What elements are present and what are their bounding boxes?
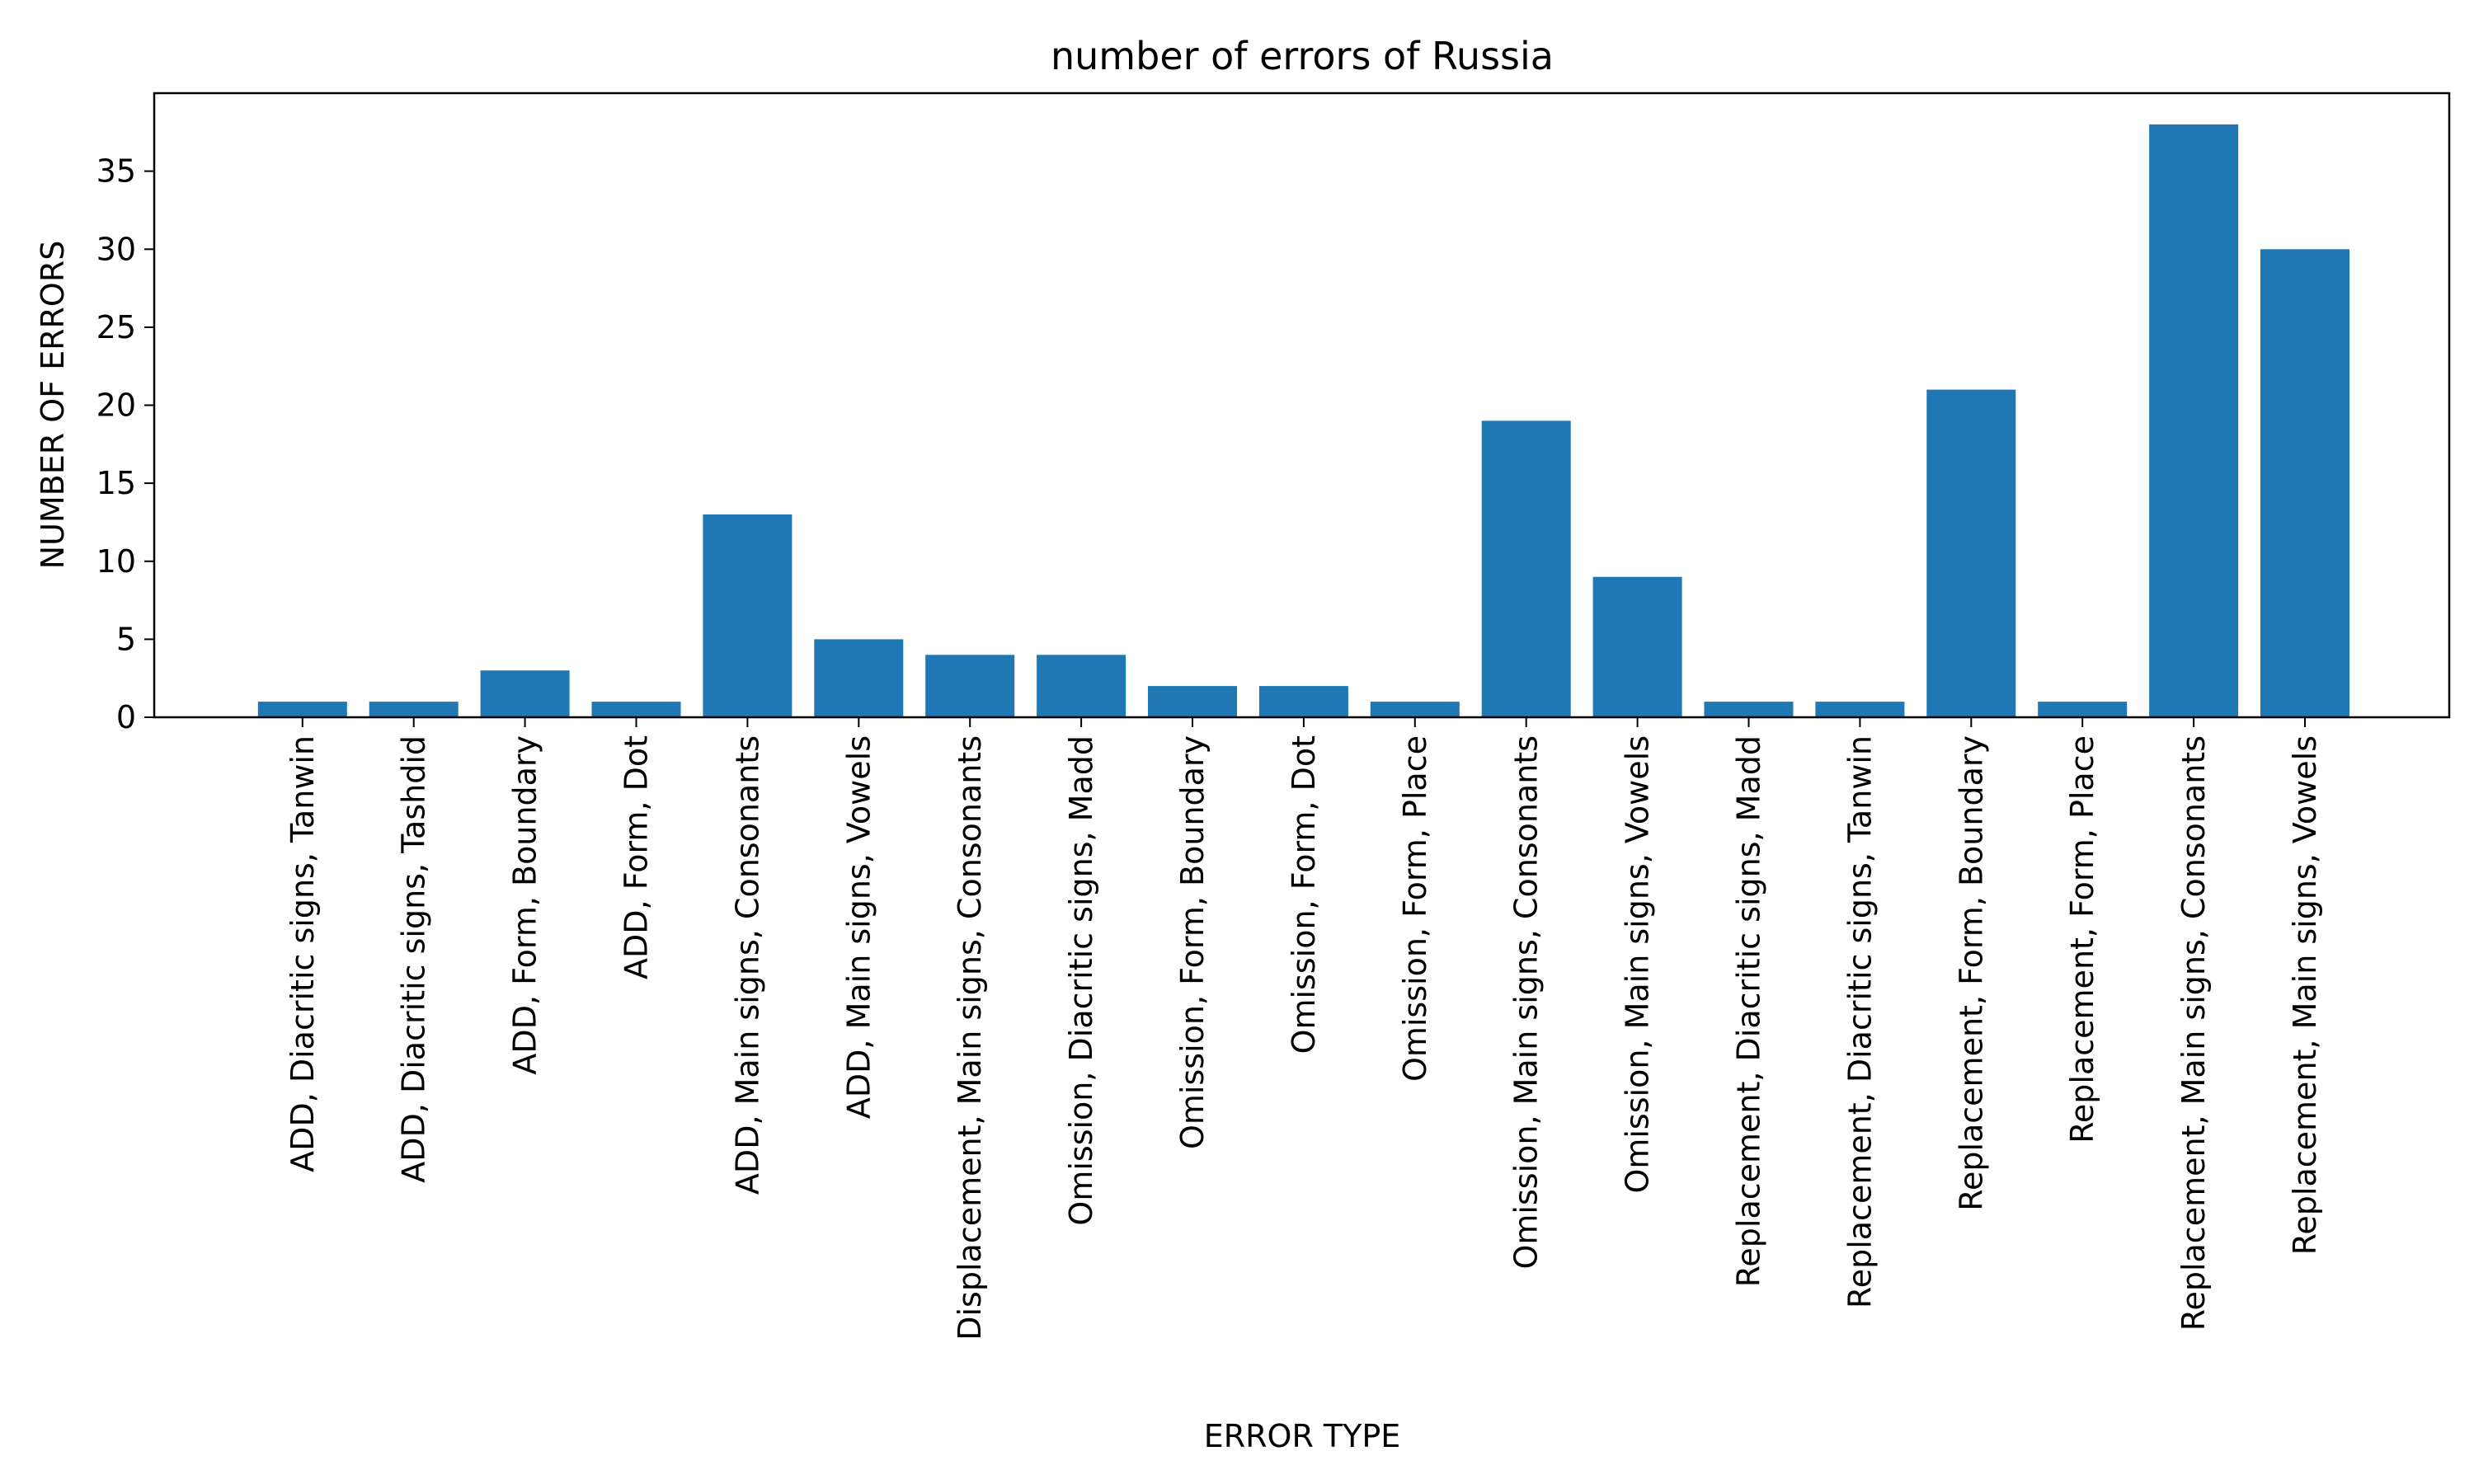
x-axis-ticks: ADD, Diacritic signs, Tanwin ADD, Diacrit… [285, 717, 2323, 1341]
x-tick-label: ADD, Diacritic signs, Tashdid [396, 735, 432, 1183]
y-tick-label: 20 [96, 387, 136, 424]
x-tick-label: ADD, Diacritic signs, Tanwin [285, 735, 321, 1172]
y-tick-label: 25 [96, 309, 136, 345]
x-tick-label: Displacement, Main signs, Consonants [952, 735, 988, 1341]
bar-7 [925, 655, 1015, 717]
x-tick-label: Replacement, Diacritic signs, Tanwin [1841, 735, 1878, 1308]
x-tick-label: Omission, Form, Place [1397, 735, 1433, 1082]
x-tick-label: Replacement, Main signs, Vowels [2287, 735, 2323, 1255]
x-tick-label: Omission, Form, Dot [1286, 735, 1322, 1054]
bar-2 [369, 702, 459, 717]
y-tick-label: 5 [116, 621, 136, 657]
bar-3 [480, 670, 570, 717]
y-axis-ticks: 0 5 10 15 20 25 30 35 [96, 153, 154, 735]
bar-6 [814, 639, 904, 717]
bar-14 [1704, 702, 1794, 717]
x-tick-label: ADD, Main signs, Vowels [840, 735, 877, 1119]
x-tick-label: Omission, Form, Boundary [1174, 735, 1211, 1149]
bar-11 [1370, 702, 1460, 717]
y-axis-label: NUMBER OF ERRORS [35, 241, 71, 570]
bar-9 [1148, 686, 1237, 717]
x-tick-label: ADD, Main signs, Consonants [729, 735, 765, 1195]
x-tick-label: ADD, Form, Dot [618, 735, 655, 979]
bars-layer [257, 124, 2349, 718]
x-tick-label: ADD, Form, Boundary [507, 735, 543, 1075]
bar-8 [1037, 655, 1126, 717]
bar-19 [2260, 249, 2349, 718]
y-tick-label: 35 [96, 153, 136, 190]
bar-13 [1592, 576, 1682, 717]
bar-18 [2149, 124, 2239, 717]
bar-15 [1815, 702, 1905, 717]
bar-12 [1481, 420, 1571, 717]
x-tick-label: Omission, Main signs, Consonants [1508, 735, 1545, 1270]
bar-10 [1258, 686, 1348, 717]
x-tick-label: Omission, Diacritic signs, Madd [1063, 735, 1099, 1226]
x-axis-label: ERROR TYPE [1204, 1418, 1401, 1454]
bar-5 [703, 514, 793, 717]
plot-frame [153, 92, 2451, 719]
y-tick-label: 10 [96, 543, 136, 580]
x-tick-label: Replacement, Form, Boundary [1953, 735, 1989, 1211]
chart-title: number of errors of Russia [1051, 34, 1554, 78]
x-tick-label: Replacement, Form, Place [2064, 735, 2100, 1144]
y-tick-label: 15 [96, 465, 136, 501]
bar-16 [1926, 389, 2016, 717]
bar-1 [257, 702, 347, 717]
x-tick-label: Replacement, Diacritic signs, Madd [1731, 735, 1767, 1287]
bar-4 [591, 702, 681, 717]
x-tick-label: Replacement, Main signs, Consonants [2175, 735, 2212, 1331]
x-tick-label: Omission, Main signs, Vowels [1620, 735, 1656, 1194]
y-tick-label: 30 [96, 231, 136, 267]
bar-17 [2038, 702, 2128, 717]
y-tick-label: 0 [116, 699, 136, 735]
